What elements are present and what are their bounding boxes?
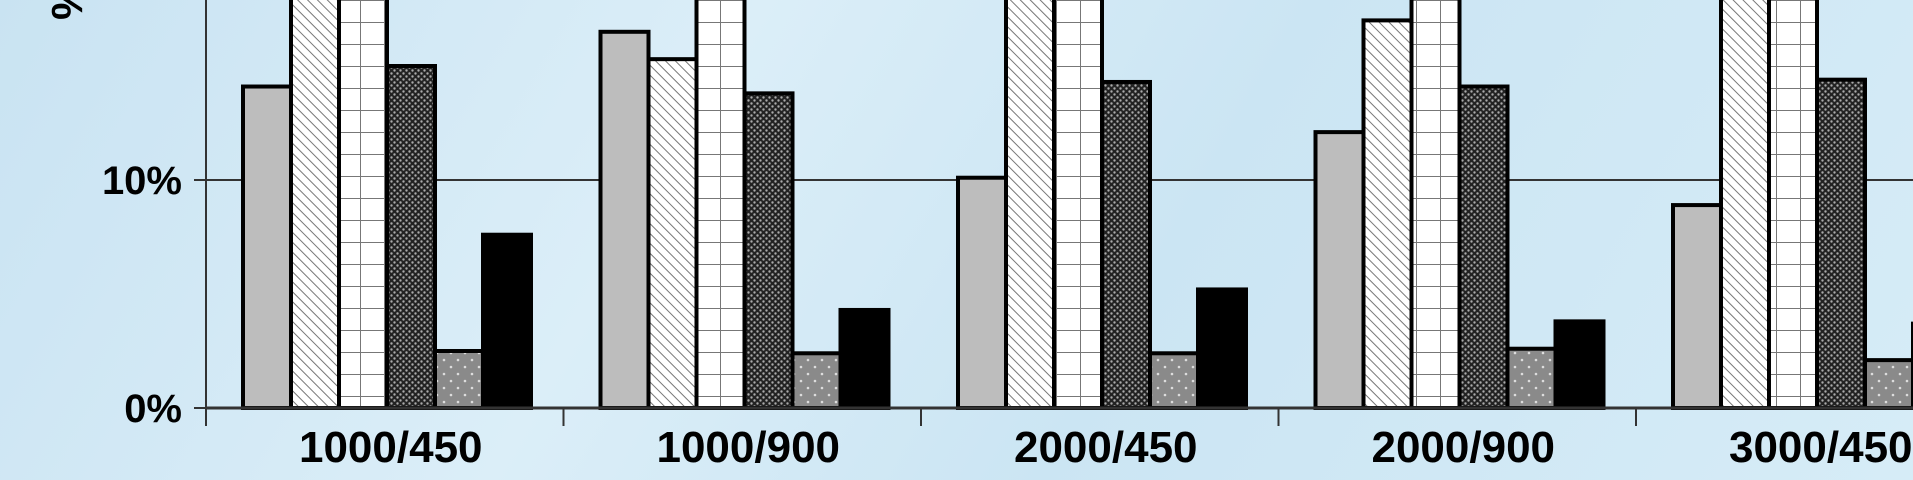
bar-gray-dots — [433, 349, 485, 410]
bar-solid-black — [481, 232, 533, 410]
axes — [194, 0, 1913, 426]
x-tick-label: 2000/900 — [1371, 423, 1555, 472]
bar-gray-dots — [1505, 346, 1558, 410]
bar-gray-dots — [1863, 358, 1913, 410]
bar-gray-dots — [1148, 351, 1200, 410]
tick-labels: 0% 10% 1000/450 1000/900 2000/450 2000/900 300… — [102, 159, 1913, 472]
bar-solid-black — [838, 307, 891, 410]
bar-solid-black — [1553, 319, 1606, 410]
y-axis-label: % — [43, 0, 92, 20]
bar-diagonal-hatch — [646, 57, 699, 410]
bar-solid-gray — [956, 175, 1008, 410]
bar-solid-gray — [241, 84, 293, 411]
bar-dark-checker — [742, 91, 795, 411]
bar-solid-black — [1196, 287, 1248, 410]
bar-dark-checker — [1457, 84, 1510, 411]
bars — [241, 0, 1913, 411]
bar-grid — [337, 0, 389, 410]
y-tick-label: 0% — [124, 387, 182, 431]
x-tick-label: 1000/900 — [656, 423, 840, 472]
y-tick-label: 10% — [102, 159, 182, 203]
bar-grid — [1409, 0, 1462, 410]
bar-diagonal-hatch — [289, 0, 341, 410]
bar-dark-checker — [1100, 79, 1152, 411]
bar-solid-gray — [1671, 203, 1723, 410]
bar-diagonal-hatch — [1719, 0, 1771, 410]
x-tick-label: 1000/450 — [299, 423, 483, 472]
bar-grid — [1052, 0, 1104, 410]
bar-diagonal-hatch — [1004, 0, 1056, 410]
bar-solid-gray — [1313, 130, 1366, 410]
x-tick-label: 3000/450 — [1729, 423, 1913, 472]
bar-solid-gray — [598, 29, 651, 411]
bar-grid — [694, 0, 747, 410]
x-tick-label: 2000/450 — [1014, 423, 1198, 472]
bar-diagonal-hatch — [1361, 18, 1414, 411]
bar-dark-checker — [1815, 77, 1867, 411]
bar-dark-checker — [385, 64, 437, 410]
bar-gray-dots — [790, 351, 843, 410]
bar-grid — [1767, 0, 1819, 410]
